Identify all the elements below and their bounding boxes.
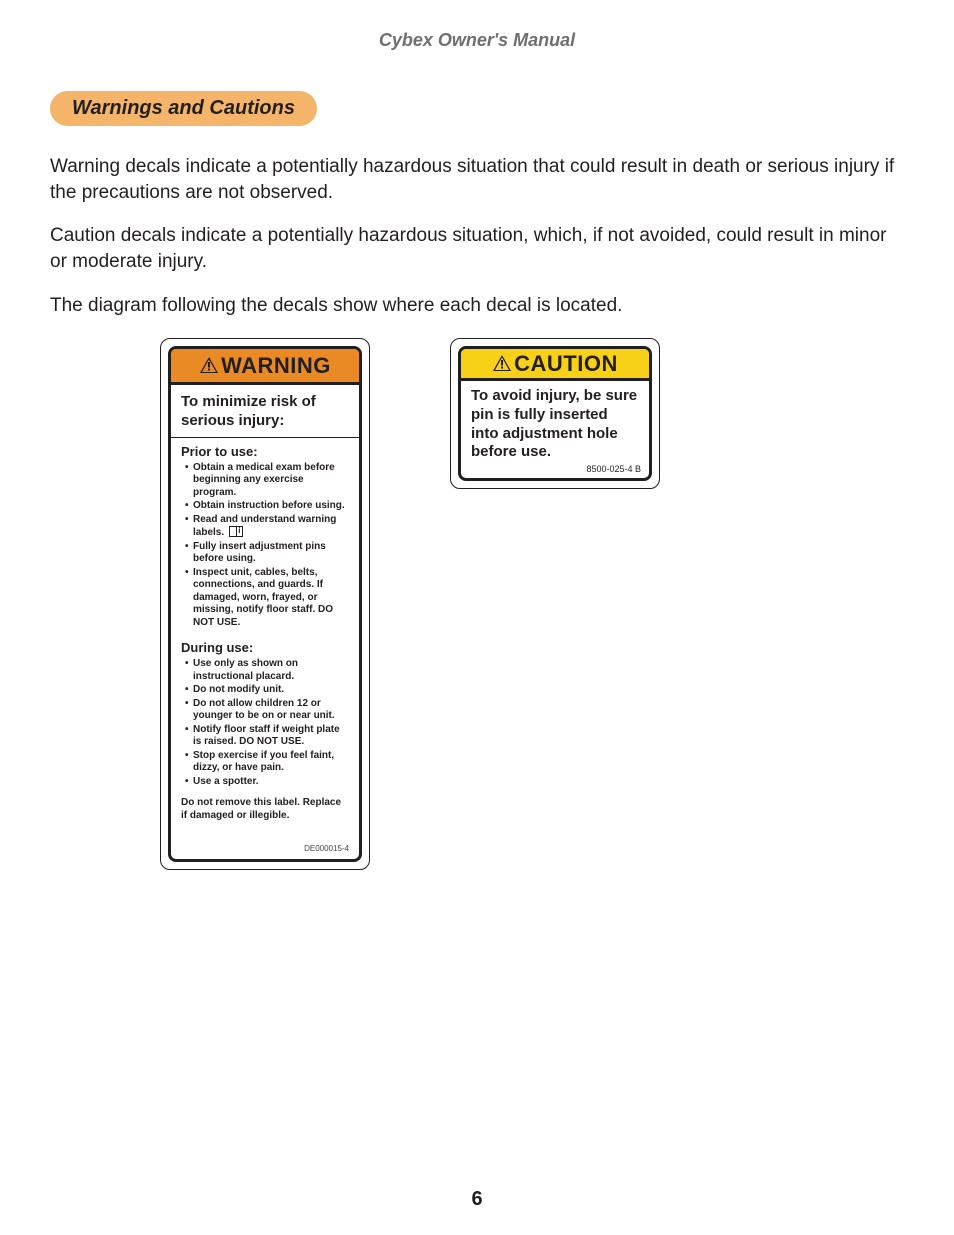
warning-section-prior: Prior to use: Obtain a medical exam befo…	[171, 438, 359, 635]
warning-triangle-icon	[199, 354, 219, 380]
intro-para-3: The diagram following the decals show wh…	[50, 293, 904, 319]
warning-item: Stop exercise if you feel faint, dizzy, …	[185, 750, 349, 775]
warning-item: Notify floor staff if weight plate is ra…	[185, 724, 349, 749]
warning-subhead: To minimize risk of serious injury:	[171, 385, 359, 438]
warning-header-text: WARNING	[221, 353, 331, 378]
manual-icon	[229, 526, 243, 537]
page-number: 6	[0, 1188, 954, 1211]
warning-list-during: Use only as shown on instructional placa…	[181, 658, 349, 788]
warning-item: Inspect unit, cables, belts, connections…	[185, 567, 349, 630]
warning-decal: WARNING To minimize risk of serious inju…	[160, 338, 370, 870]
warning-item: Use a spotter.	[185, 776, 349, 789]
warning-section-during: During use: Use only as shown on instruc…	[171, 634, 359, 793]
warning-section-title: During use:	[181, 640, 349, 655]
warning-header: WARNING	[171, 349, 359, 385]
warning-section-title: Prior to use:	[181, 444, 349, 459]
caution-header: CAUTION	[461, 349, 649, 381]
warning-item: Read and understand warning labels.	[185, 514, 349, 540]
warning-item: Use only as shown on instructional placa…	[185, 658, 349, 683]
intro-para-2: Caution decals indicate a potentially ha…	[50, 223, 904, 274]
caution-decal-inner: CAUTION To avoid injury, be sure pin is …	[458, 346, 652, 481]
caution-decal: CAUTION To avoid injury, be sure pin is …	[450, 338, 660, 489]
warning-item: Obtain a medical exam before beginning a…	[185, 462, 349, 500]
warning-footer: Do not remove this label. Replace if dam…	[171, 793, 359, 828]
warning-item-text: Read and understand warning labels.	[193, 514, 336, 539]
decals-row: WARNING To minimize risk of serious inju…	[50, 338, 904, 870]
warning-item: Fully insert adjustment pins before usin…	[185, 541, 349, 566]
caution-triangle-icon	[492, 352, 512, 378]
warning-decal-inner: WARNING To minimize risk of serious inju…	[168, 346, 362, 862]
caution-body-text: To avoid injury, be sure pin is fully in…	[461, 381, 649, 464]
warning-list-prior: Obtain a medical exam before beginning a…	[181, 462, 349, 630]
warning-part-number: DE000015-4	[171, 828, 359, 859]
caution-part-number: 8500-025-4 B	[461, 464, 649, 478]
warning-item: Do not modify unit.	[185, 684, 349, 697]
caution-header-text: CAUTION	[514, 351, 618, 376]
section-title-pill: Warnings and Cautions	[50, 91, 317, 126]
warning-item: Do not allow children 12 or younger to b…	[185, 698, 349, 723]
page-header: Cybex Owner's Manual	[50, 30, 904, 51]
warning-item: Obtain instruction before using.	[185, 500, 349, 513]
intro-para-1: Warning decals indicate a potentially ha…	[50, 154, 904, 205]
